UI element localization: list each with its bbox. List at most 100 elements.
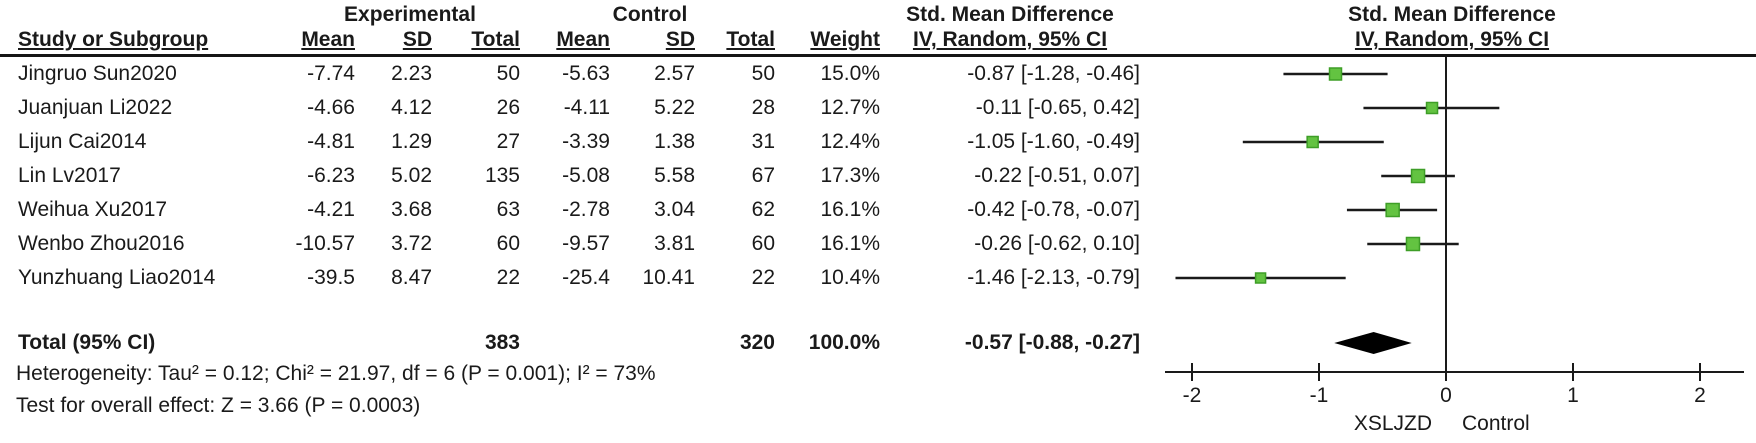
ctl-mean-cell: -2.78: [562, 198, 610, 221]
exp-mean-header: Mean: [301, 28, 355, 51]
plot-dynamic-layer: -2 -1 0 1 2: [1165, 57, 1744, 407]
table-row: Wenbo Zhou2016 -10.57 3.72 60 -9.57 3.81…: [0, 227, 1150, 261]
ctl-sd-cell: 5.22: [654, 96, 695, 119]
table-row: Weihua Xu2017 -4.21 3.68 63 -2.78 3.04 6…: [0, 193, 1150, 227]
ctl-total-cell: 67: [751, 164, 775, 187]
axis-right-label: Control: [1462, 412, 1530, 435]
weight-cell: 17.3%: [820, 164, 880, 187]
table-row: Jingruo Sun2020 -7.74 2.23 50 -5.63 2.57…: [0, 57, 1150, 91]
table-row: Lin Lv2017 -6.23 5.02 135 -5.08 5.58 67 …: [0, 159, 1150, 193]
exp-mean-cell: -4.66: [307, 96, 355, 119]
iv-random-column-header: IV, Random, 95% CI: [912, 28, 1108, 51]
study-name-cell: Weihua Xu2017: [18, 198, 168, 221]
iv-random-plot-header: IV, Random, 95% CI: [1354, 28, 1550, 51]
exp-sd-header: SD: [402, 28, 432, 51]
weight-cell: 16.1%: [820, 198, 880, 221]
table-row: Lijun Cai2014 -4.81 1.29 27 -3.39 1.38 3…: [0, 125, 1150, 159]
total-row: Total (95% CI) 383 320 100.0% -0.57 [-0.…: [0, 326, 1150, 360]
ctl-sd-cell: 2.57: [654, 62, 695, 85]
total-ctl-total: 320: [739, 331, 775, 354]
weight-cell: 16.1%: [820, 232, 880, 255]
weight-cell: 12.4%: [820, 130, 880, 153]
total-weight: 100.0%: [808, 331, 880, 354]
point-marker: [1425, 101, 1439, 115]
overall-effect-test: Test for overall effect: Z = 3.66 (P = 0…: [16, 394, 421, 417]
point-marker: [1385, 202, 1400, 218]
ci-cell: -1.46 [-2.13, -0.79]: [967, 266, 1140, 289]
exp-total-header: Total: [471, 28, 520, 51]
exp-mean-cell: -7.74: [307, 62, 355, 85]
control-group-header: Control: [612, 3, 688, 26]
forest-plot-svg: -2 -1 0 1 2 XSLJZD Control: [1165, 57, 1744, 435]
header-rule: [0, 54, 1756, 57]
ctl-mean-cell: -4.11: [563, 96, 610, 119]
study-name-cell: Wenbo Zhou2016: [18, 232, 185, 255]
axis-left-label: XSLJZD: [1354, 412, 1432, 435]
ctl-mean-cell: -9.57: [562, 232, 610, 255]
ci-cell: -0.22 [-0.51, 0.07]: [974, 164, 1140, 187]
ctl-mean-cell: -5.08: [562, 164, 610, 187]
exp-total-cell: 135: [484, 164, 520, 187]
weight-header: Weight: [810, 28, 880, 51]
tick-label: 0: [1440, 384, 1452, 407]
ci-cell: -0.11 [-0.65, 0.42]: [975, 96, 1140, 119]
point-marker: [1306, 135, 1319, 149]
ctl-total-cell: 50: [751, 62, 775, 85]
exp-sd-cell: 3.68: [391, 198, 432, 221]
weight-cell: 10.4%: [820, 266, 880, 289]
smd-plot-header: Std. Mean Difference: [1348, 3, 1556, 26]
table-row: Yunzhuang Liao2014 -39.5 8.47 22 -25.4 1…: [0, 261, 1150, 295]
heterogeneity-stats: Heterogeneity: Tau² = 0.12; Chi² = 21.97…: [16, 362, 656, 385]
exp-sd-cell: 4.12: [391, 96, 432, 119]
ctl-mean-header: Mean: [556, 28, 610, 51]
tick-label: -1: [1310, 384, 1329, 407]
tick-label: 1: [1567, 384, 1579, 407]
exp-sd-cell: 8.47: [391, 266, 432, 289]
exp-mean-cell: -6.23: [307, 164, 355, 187]
ctl-sd-header: SD: [665, 28, 695, 51]
study-name-cell: Jingruo Sun2020: [18, 62, 177, 85]
ctl-total-cell: 28: [751, 96, 775, 119]
ci-cell: -0.87 [-1.28, -0.46]: [967, 62, 1140, 85]
exp-total-cell: 60: [496, 232, 520, 255]
exp-sd-cell: 1.29: [391, 130, 432, 153]
table-row: Juanjuan Li2022 -4.66 4.12 26 -4.11 5.22…: [0, 91, 1150, 125]
ctl-sd-cell: 3.04: [654, 198, 695, 221]
exp-sd-cell: 5.02: [391, 164, 432, 187]
exp-total-cell: 50: [496, 62, 520, 85]
exp-total-cell: 27: [496, 130, 520, 153]
study-name-cell: Lin Lv2017: [18, 164, 121, 187]
ctl-mean-cell: -3.39: [562, 130, 610, 153]
study-name-cell: Yunzhuang Liao2014: [18, 266, 216, 289]
exp-mean-cell: -4.81: [307, 130, 355, 153]
weight-cell: 15.0%: [820, 62, 880, 85]
ctl-total-cell: 60: [751, 232, 775, 255]
smd-column-header: Std. Mean Difference: [906, 3, 1114, 26]
exp-sd-cell: 3.72: [391, 232, 432, 255]
ci-cell: -0.26 [-0.62, 0.10]: [974, 232, 1140, 255]
ctl-total-header: Total: [726, 28, 775, 51]
point-marker: [1405, 236, 1421, 252]
ctl-mean-cell: -25.4: [562, 266, 610, 289]
exp-total-cell: 63: [496, 198, 520, 221]
exp-mean-cell: -10.57: [295, 232, 355, 255]
weight-cell: 12.7%: [820, 96, 880, 119]
ctl-sd-cell: 1.38: [654, 130, 695, 153]
tick-label: -2: [1183, 384, 1202, 407]
total-label: Total (95% CI): [18, 331, 156, 354]
exp-sd-cell: 2.23: [391, 62, 432, 85]
ctl-sd-cell: 10.41: [642, 266, 695, 289]
ctl-sd-cell: 3.81: [654, 232, 695, 255]
point-marker: [1254, 272, 1267, 284]
point-marker: [1328, 67, 1343, 81]
study-name-cell: Juanjuan Li2022: [18, 96, 173, 119]
tick-label: 2: [1694, 384, 1706, 407]
ctl-total-cell: 22: [751, 266, 775, 289]
ctl-sd-cell: 5.58: [654, 164, 695, 187]
total-exp-total: 383: [484, 331, 520, 354]
exp-mean-cell: -4.21: [307, 198, 355, 221]
ctl-mean-cell: -5.63: [562, 62, 610, 85]
ctl-total-cell: 62: [751, 198, 775, 221]
summary-diamond: [1334, 332, 1412, 354]
